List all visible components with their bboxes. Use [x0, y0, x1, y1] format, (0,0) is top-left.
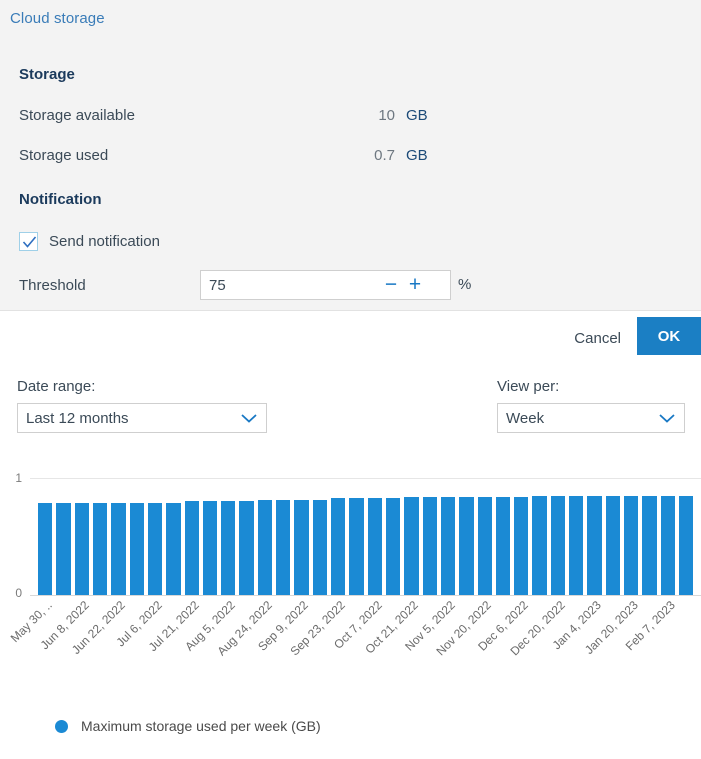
view-per-select[interactable]: Week [497, 403, 685, 433]
axis-baseline [30, 595, 701, 596]
send-notification-checkbox[interactable] [19, 232, 38, 251]
y-axis-tick-1: 1 [15, 471, 22, 485]
threshold-input[interactable] [201, 272, 379, 298]
storage-section-heading: Storage [19, 66, 75, 83]
bar[interactable] [331, 498, 346, 595]
dialog-action-bar: Cancel OK [0, 312, 701, 360]
bar[interactable] [276, 499, 291, 595]
legend-label: Maximum storage used per week (GB) [81, 718, 321, 734]
date-range-label: Date range: [17, 378, 96, 395]
bar[interactable] [129, 502, 144, 595]
notification-section-heading: Notification [19, 191, 102, 208]
date-range-group: Date range: Last 12 months [17, 378, 267, 433]
settings-panel: Cloud storage Storage Storage available … [0, 0, 701, 311]
storage-available-label: Storage available [19, 107, 135, 124]
bar-series [30, 455, 701, 595]
threshold-increment-button[interactable]: + [408, 273, 422, 296]
view-per-group: View per: Week [497, 378, 685, 433]
storage-used-value: 0.7 [374, 147, 395, 164]
bar[interactable] [660, 495, 675, 595]
bar[interactable] [385, 498, 401, 595]
bar[interactable] [257, 499, 273, 595]
bar[interactable] [422, 497, 437, 595]
bar[interactable] [111, 502, 126, 595]
gridline-top [30, 478, 701, 479]
view-per-label: View per: [497, 378, 560, 395]
storage-usage-chart: 1 0 May 30, .. Jun 8, 2022 Jun 22, 2022 Jul… [0, 455, 701, 759]
x-axis-labels: May 30, .. Jun 8, 2022 Jun 22, 2022 Jul 6, … [8, 598, 701, 703]
bar[interactable] [184, 501, 199, 595]
storage-available-value: 10 [378, 107, 395, 124]
bar[interactable] [624, 495, 639, 595]
bar[interactable] [166, 502, 181, 595]
threshold-unit-label: % [458, 276, 472, 293]
bar[interactable] [92, 502, 108, 595]
bar[interactable] [532, 495, 547, 595]
bar[interactable] [367, 498, 382, 595]
bar[interactable] [477, 497, 492, 595]
bar[interactable] [312, 499, 327, 595]
bar[interactable] [38, 502, 53, 595]
chevron-down-icon [241, 414, 257, 423]
bar[interactable] [221, 501, 236, 595]
bar[interactable] [569, 495, 584, 595]
breadcrumb-cloud-storage[interactable]: Cloud storage [10, 10, 105, 27]
bar[interactable] [74, 502, 89, 595]
bar[interactable] [642, 495, 657, 595]
send-notification-row[interactable]: Send notification [19, 232, 160, 251]
bar[interactable] [459, 497, 474, 595]
storage-used-label: Storage used [19, 147, 109, 164]
bar[interactable] [404, 497, 419, 595]
chart-legend: Maximum storage used per week (GB) [55, 718, 321, 734]
bar[interactable] [202, 501, 218, 595]
bar[interactable] [239, 501, 254, 595]
legend-marker-icon [55, 719, 68, 733]
bar[interactable] [56, 502, 71, 595]
bar[interactable] [550, 495, 566, 595]
ok-button[interactable]: OK [637, 317, 701, 355]
checkmark-icon [22, 236, 37, 248]
chevron-down-icon [659, 414, 675, 423]
threshold-decrement-button[interactable]: − [384, 273, 398, 296]
storage-used-unit: GB [406, 147, 428, 164]
date-range-value: Last 12 months [26, 409, 129, 427]
bar[interactable] [294, 499, 309, 595]
send-notification-label: Send notification [49, 233, 160, 250]
threshold-label: Threshold [19, 277, 86, 294]
date-range-select[interactable]: Last 12 months [17, 403, 267, 433]
bar[interactable] [605, 495, 620, 595]
bar[interactable] [440, 497, 456, 595]
bar[interactable] [495, 497, 511, 595]
view-per-value: Week [506, 409, 545, 427]
chart-plot-area: 1 0 [0, 455, 701, 600]
cancel-button[interactable]: Cancel [568, 326, 627, 351]
bar[interactable] [678, 495, 694, 595]
threshold-field[interactable]: − + [200, 270, 451, 300]
bar[interactable] [349, 498, 364, 595]
bar[interactable] [514, 497, 529, 595]
y-axis-tick-0: 0 [15, 586, 22, 600]
bar[interactable] [147, 502, 163, 595]
bar[interactable] [587, 495, 602, 595]
storage-available-unit: GB [406, 107, 428, 124]
